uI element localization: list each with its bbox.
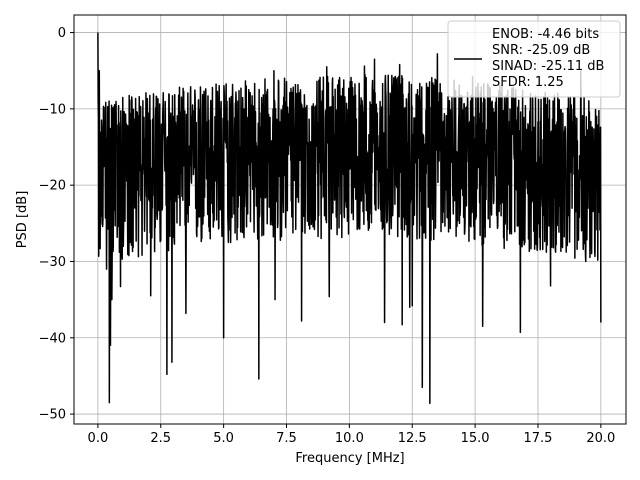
y-tick-label: −50 bbox=[39, 408, 66, 423]
x-tick-label: 15.0 bbox=[461, 431, 490, 446]
y-axis-label: PSD [dB] bbox=[15, 191, 30, 249]
plot-area bbox=[97, 32, 602, 405]
legend: ENOB: -4.46 bits SNR: -25.09 dB SINAD: -25… bbox=[447, 20, 621, 98]
x-axis-label: Frequency [MHz] bbox=[295, 451, 404, 466]
y-axis: 0 −10 −20 −30 −40 −50 bbox=[39, 26, 74, 423]
legend-label-line: SNR: -25.09 dB bbox=[492, 43, 590, 58]
y-tick-label: −20 bbox=[39, 179, 66, 194]
x-tick-label: 5.0 bbox=[213, 431, 234, 446]
legend-label: ENOB: -4.46 bits SNR: -25.09 dB SINAD: -25… bbox=[492, 27, 604, 90]
x-tick-label: 20.0 bbox=[586, 431, 615, 446]
y-tick-label: −30 bbox=[39, 255, 66, 270]
x-tick-label: 12.5 bbox=[398, 431, 427, 446]
y-tick-label: −40 bbox=[39, 331, 66, 346]
x-tick-label: 10.0 bbox=[335, 431, 364, 446]
x-tick-label: 0.0 bbox=[88, 431, 109, 446]
x-tick-label: 17.5 bbox=[524, 431, 553, 446]
legend-label-line: SFDR: 1.25 bbox=[492, 75, 564, 90]
legend-label-line: SINAD: -25.11 dB bbox=[492, 59, 604, 74]
y-tick-label: −10 bbox=[39, 102, 66, 117]
legend-label-line: ENOB: -4.46 bits bbox=[492, 27, 599, 42]
psd-series-line bbox=[97, 32, 602, 405]
legend-box bbox=[447, 20, 621, 98]
axes-frame bbox=[73, 14, 627, 425]
x-axis: 0.0 2.5 5.0 7.5 10.0 12.5 15.0 17.5 20.0 bbox=[88, 424, 615, 446]
x-tick-label: 2.5 bbox=[150, 431, 171, 446]
y-tick-label: 0 bbox=[58, 26, 66, 41]
x-tick-label: 7.5 bbox=[276, 431, 297, 446]
